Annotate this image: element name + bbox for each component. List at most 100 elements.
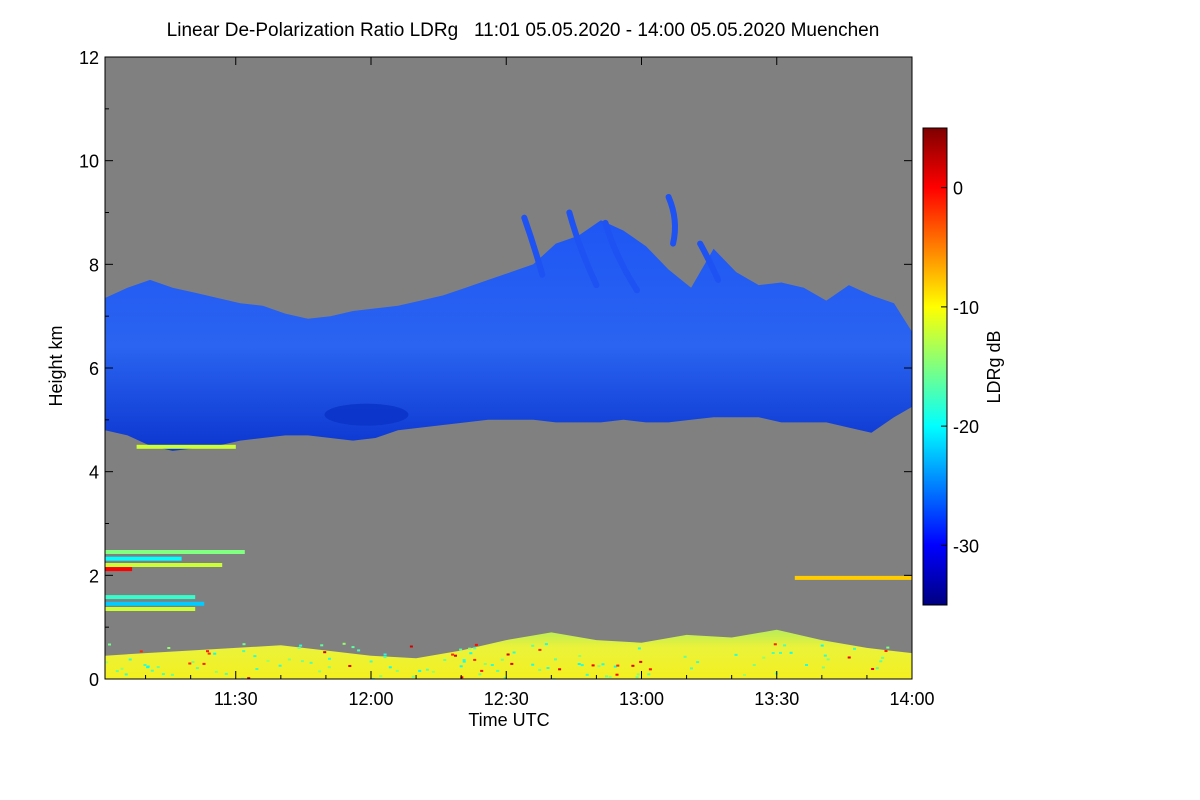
aerosol-speckle xyxy=(143,664,147,666)
aerosol-speckle xyxy=(648,668,652,671)
aerosol-speckle xyxy=(752,664,756,666)
aerosol-speckle xyxy=(462,659,466,662)
aerosol-speckle xyxy=(418,669,422,672)
y-tick-label: 0 xyxy=(89,670,99,690)
aerosol-speckle xyxy=(500,658,504,661)
aerosol-speckle xyxy=(538,668,542,671)
aerosol-speckle xyxy=(357,649,361,652)
aerosol-speckle xyxy=(578,655,582,657)
aerosol-streak xyxy=(105,550,245,554)
x-tick-label: 12:30 xyxy=(484,689,529,709)
aerosol-speckle xyxy=(320,644,324,647)
aerosol-speckle xyxy=(478,673,482,676)
aerosol-speckle xyxy=(170,673,174,676)
aerosol-streak xyxy=(105,601,205,606)
aerosol-speckle xyxy=(743,674,746,676)
aerosol-speckle xyxy=(206,650,209,653)
colorbar-tick-label: -30 xyxy=(953,536,979,556)
y-axis-label: Height km xyxy=(46,325,66,406)
aerosol-speckle xyxy=(454,654,457,657)
aerosol-speckle xyxy=(881,656,885,659)
aerosol-speckle xyxy=(577,663,581,665)
aerosol-speckle xyxy=(128,658,132,661)
data-layers xyxy=(105,193,912,679)
cloud-layer xyxy=(105,220,912,451)
aerosol-speckle xyxy=(383,653,387,656)
fall-streak xyxy=(665,193,678,247)
aerosol-speckle xyxy=(460,676,464,679)
aerosol-speckle xyxy=(637,647,641,650)
aerosol-speckle xyxy=(459,648,463,651)
aerosol-speckle xyxy=(474,643,478,646)
aerosol-speckle xyxy=(287,658,291,661)
aerosol-speckle xyxy=(789,651,793,654)
aerosol-speckle xyxy=(323,651,327,654)
chart-title: Linear De-Polarization Ratio LDRg 11:01 … xyxy=(166,20,880,41)
aerosol-speckle xyxy=(853,647,856,650)
aerosol-streak xyxy=(105,607,196,611)
aerosol-speckle xyxy=(496,669,500,672)
aerosol-speckle xyxy=(266,659,270,662)
aerosol-speckle xyxy=(473,658,477,661)
aerosol-speckle xyxy=(247,677,251,679)
aerosol-speckle xyxy=(546,667,550,669)
aerosol-speckle xyxy=(191,661,195,663)
colorbar-tick-label: -20 xyxy=(953,417,979,437)
y-tick-label: 6 xyxy=(89,359,99,379)
aerosol-speckle xyxy=(409,645,413,648)
aerosol-speckle xyxy=(224,672,228,675)
aerosol-speckle xyxy=(608,675,612,678)
aerosol-speckle xyxy=(468,647,472,650)
y-tick-label: 12 xyxy=(79,48,99,68)
aerosol-speckle xyxy=(348,665,352,667)
aerosol-speckle xyxy=(683,655,687,658)
aerosol-speckle xyxy=(459,665,463,668)
aerosol-streak xyxy=(105,595,196,600)
aerosol-speckle xyxy=(241,677,245,679)
aerosol-speckle xyxy=(639,660,643,663)
aerosol-speckle xyxy=(351,646,355,649)
aerosol-speckle xyxy=(544,643,548,646)
aerosol-streak xyxy=(794,575,912,580)
aerosol-streak xyxy=(136,444,236,449)
aerosol-streak xyxy=(105,563,223,567)
aerosol-speckle xyxy=(124,673,128,676)
aerosol-speckle xyxy=(379,675,383,678)
aerosol-speckle xyxy=(473,647,477,650)
aerosol-speckle xyxy=(318,670,322,673)
x-tick-label: 13:30 xyxy=(754,689,799,709)
aerosol-speckle xyxy=(886,646,890,649)
aerosol-speckle xyxy=(431,670,435,673)
aerosol-speckle xyxy=(462,660,466,663)
aerosol-speckle xyxy=(490,664,494,666)
aerosol-speckle xyxy=(156,666,160,669)
aerosol-speckle xyxy=(369,660,373,663)
aerosol-speckle xyxy=(771,652,775,654)
aerosol-speckle xyxy=(875,667,879,670)
aerosol-speckle xyxy=(512,651,516,654)
aerosol-speckle xyxy=(647,673,651,676)
aerosol-speckle xyxy=(783,644,787,647)
x-tick-label: 14:00 xyxy=(889,689,934,709)
aerosol-speckle xyxy=(636,673,640,676)
aerosol-speckle xyxy=(297,646,301,649)
aerosol-speckle xyxy=(879,660,883,663)
aerosol-speckle xyxy=(388,666,392,669)
aerosol-streak xyxy=(105,567,133,572)
aerosol-speckle xyxy=(762,656,766,659)
aerosol-speckle xyxy=(696,661,700,664)
x-axis-label: Time UTC xyxy=(468,710,549,730)
aerosol-speckle xyxy=(150,669,154,672)
aerosol-speckle xyxy=(443,659,447,661)
aerosol-speckle xyxy=(108,643,111,646)
aerosol-speckle xyxy=(146,666,150,669)
aerosol-speckle xyxy=(115,670,119,673)
aerosol-speckle xyxy=(615,673,619,676)
aerosol-speckle xyxy=(823,654,827,657)
y-axis: 0 2 4 6 8 10 12 xyxy=(79,48,912,690)
aerosol-speckle xyxy=(483,663,487,665)
aerosol-speckle xyxy=(188,662,192,665)
cloud-core xyxy=(324,403,409,426)
aerosol-speckle xyxy=(299,644,303,647)
